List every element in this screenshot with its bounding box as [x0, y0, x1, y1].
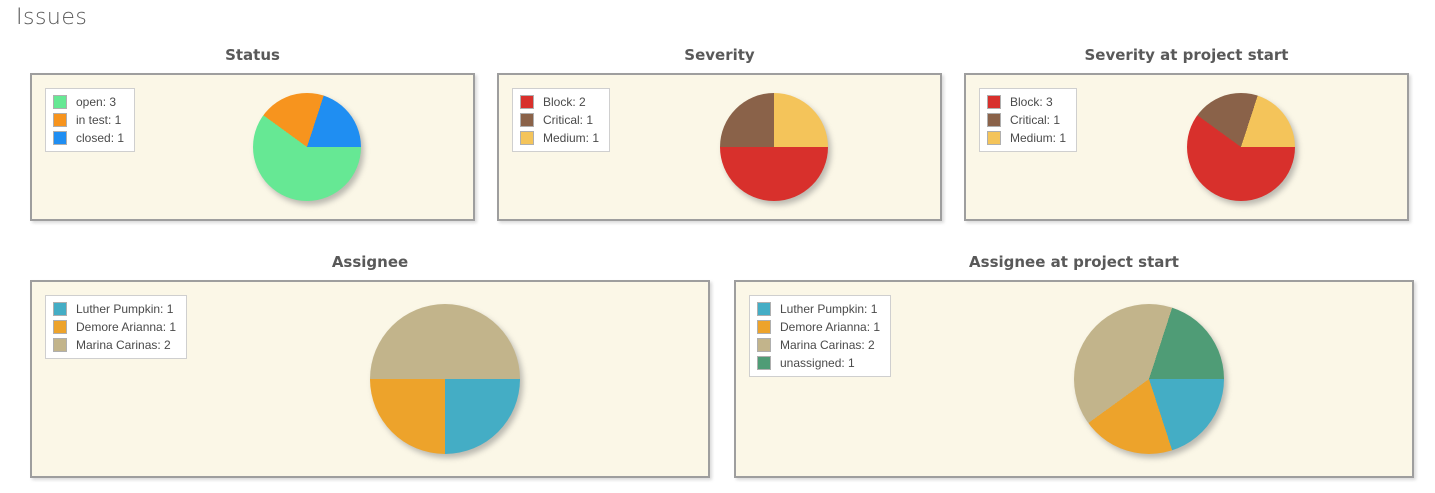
legend-item: Critical: 1 — [520, 113, 599, 127]
chart-panel: open: 3 in test: 1 closed: 1 — [30, 73, 475, 221]
legend-label: Medium: 1 — [543, 131, 600, 145]
legend-label: Critical: 1 — [1010, 113, 1061, 127]
legend-label: Luther Pumpkin: 1 — [780, 302, 878, 316]
chart-legend: Luther Pumpkin: 1 Demore Arianna: 1 Marina… — [45, 295, 188, 359]
chart-title: Severity — [684, 46, 755, 64]
legend-swatch — [53, 320, 67, 334]
legend-item: closed: 1 — [53, 131, 124, 145]
chart-grid-row-1: Status open: 3 in test: 1 closed: 1 Severi… — [30, 45, 1409, 221]
legend-label: Critical: 1 — [543, 113, 594, 127]
legend-item: Luther Pumpkin: 1 — [757, 302, 880, 316]
legend-item: Medium: 1 — [520, 131, 599, 145]
legend-swatch — [757, 356, 771, 370]
chart-module-severity-at-project-start: Severity at project start Block: 3 Critic… — [964, 45, 1409, 221]
legend-swatch — [53, 113, 67, 127]
legend-swatch — [53, 131, 67, 145]
pie-chart[interactable] — [370, 304, 520, 454]
legend-label: in test: 1 — [76, 113, 122, 127]
legend-label: Luther Pumpkin: 1 — [76, 302, 174, 316]
legend-swatch — [520, 131, 534, 145]
chart-panel: Luther Pumpkin: 1 Demore Arianna: 1 Marina… — [30, 280, 710, 478]
legend-item: Medium: 1 — [987, 131, 1066, 145]
legend-item: Demore Arianna: 1 — [53, 320, 176, 334]
pie-chart[interactable] — [253, 93, 361, 201]
chart-module-assignee: Assignee Luther Pumpkin: 1 Demore Arianna… — [30, 252, 710, 478]
legend-item: Demore Arianna: 1 — [757, 320, 880, 334]
chart-module-assignee-at-project-start: Assignee at project start Luther Pumpkin… — [734, 252, 1414, 478]
legend-item: Marina Carinas: 2 — [757, 338, 880, 352]
legend-label: Demore Arianna: 1 — [780, 320, 881, 334]
legend-swatch — [53, 95, 67, 109]
legend-label: open: 3 — [76, 95, 117, 109]
legend-item: Block: 2 — [520, 95, 599, 109]
chart-legend: Block: 3 Critical: 1 Medium: 1 — [979, 88, 1078, 152]
legend-item: Luther Pumpkin: 1 — [53, 302, 176, 316]
legend-item: Critical: 1 — [987, 113, 1066, 127]
legend-label: Marina Carinas: 2 — [76, 338, 171, 352]
legend-swatch — [987, 131, 1001, 145]
pie-chart[interactable] — [1074, 304, 1224, 454]
legend-item: unassigned: 1 — [757, 356, 880, 370]
chart-title: Status — [225, 46, 280, 64]
legend-label: Medium: 1 — [1010, 131, 1067, 145]
page-title: Issues — [16, 5, 88, 30]
legend-swatch — [520, 113, 534, 127]
legend-item: Block: 3 — [987, 95, 1066, 109]
legend-swatch — [757, 338, 771, 352]
legend-swatch — [53, 302, 67, 316]
chart-legend: Luther Pumpkin: 1 Demore Arianna: 1 Marina… — [749, 295, 892, 377]
pie-chart[interactable] — [720, 93, 828, 201]
chart-title: Assignee — [331, 253, 409, 271]
legend-label: Block: 3 — [1010, 95, 1053, 109]
legend-label: Block: 2 — [543, 95, 586, 109]
legend-label: Marina Carinas: 2 — [780, 338, 875, 352]
chart-title: Assignee at project start — [969, 253, 1179, 271]
chart-legend: open: 3 in test: 1 closed: 1 — [45, 88, 136, 152]
chart-title: Severity at project start — [1084, 46, 1289, 64]
legend-swatch — [757, 302, 771, 316]
chart-panel: Block: 3 Critical: 1 Medium: 1 — [964, 73, 1409, 221]
chart-module-status: Status open: 3 in test: 1 closed: 1 — [30, 45, 475, 221]
pie-chart[interactable] — [1187, 93, 1295, 201]
legend-item: in test: 1 — [53, 113, 124, 127]
legend-swatch — [757, 320, 771, 334]
legend-swatch — [987, 113, 1001, 127]
legend-swatch — [53, 338, 67, 352]
legend-item: open: 3 — [53, 95, 124, 109]
legend-swatch — [987, 95, 1001, 109]
chart-grid-row-2: Assignee Luther Pumpkin: 1 Demore Arianna… — [30, 252, 1414, 478]
chart-panel: Luther Pumpkin: 1 Demore Arianna: 1 Marina… — [734, 280, 1414, 478]
legend-label: closed: 1 — [76, 131, 125, 145]
chart-module-severity: Severity Block: 2 Critical: 1 Medium: 1 — [497, 45, 942, 221]
legend-label: Demore Arianna: 1 — [76, 320, 177, 334]
chart-legend: Block: 2 Critical: 1 Medium: 1 — [512, 88, 611, 152]
legend-swatch — [520, 95, 534, 109]
chart-panel: Block: 2 Critical: 1 Medium: 1 — [497, 73, 942, 221]
legend-item: Marina Carinas: 2 — [53, 338, 176, 352]
legend-label: unassigned: 1 — [780, 356, 855, 370]
